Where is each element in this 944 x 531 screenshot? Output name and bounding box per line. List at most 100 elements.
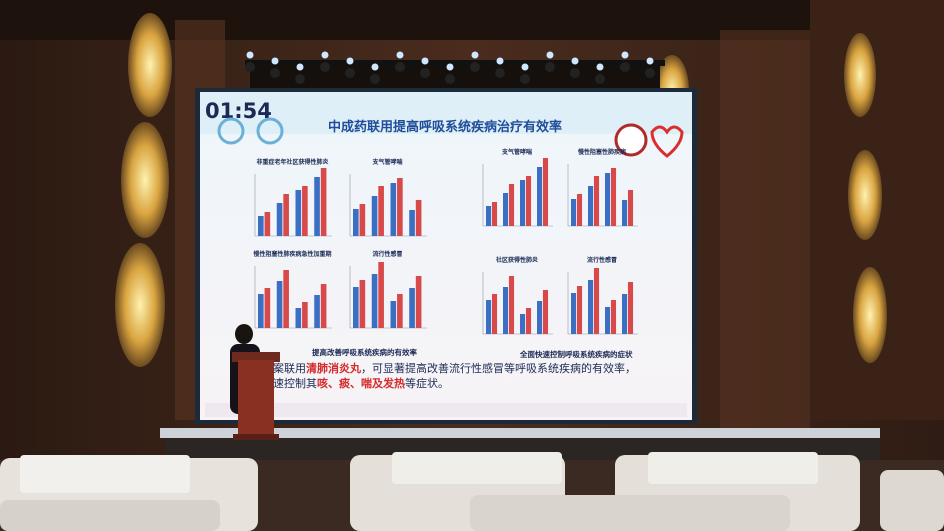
bar-shape xyxy=(610,168,617,226)
bar-shape xyxy=(390,183,397,236)
bar-shape xyxy=(503,193,509,226)
bar-shape xyxy=(627,282,634,334)
bar-shape xyxy=(371,196,378,236)
highlight: 清肺消炎丸 xyxy=(306,361,362,375)
bar-shape xyxy=(486,300,492,334)
chart-title: 慢性阻塞性肺疾病 xyxy=(578,148,626,156)
bar-shape xyxy=(508,276,515,334)
bar-shape xyxy=(353,287,359,328)
spotlight-body xyxy=(545,62,555,72)
bar-shape xyxy=(576,286,583,334)
spotlight-body xyxy=(245,62,255,72)
bar-shape xyxy=(503,287,509,334)
spotlight-body xyxy=(470,62,480,72)
bar-shape xyxy=(525,176,532,226)
text: 等症状。 xyxy=(405,376,449,390)
spotlight-body xyxy=(495,68,505,78)
spotlight xyxy=(571,57,579,65)
spotlight-body xyxy=(570,68,580,78)
bar-shape xyxy=(283,194,289,236)
spotlight xyxy=(271,57,279,65)
bar-shape xyxy=(593,268,600,334)
bar-shape xyxy=(605,173,611,226)
spotlight-body xyxy=(345,68,355,78)
bar-shape xyxy=(508,184,515,226)
bar-shape xyxy=(593,176,600,226)
bar-shape xyxy=(314,295,320,328)
spotlight xyxy=(521,63,529,71)
bar-shape xyxy=(409,210,415,236)
bar-shape xyxy=(520,180,526,226)
bar-shape xyxy=(491,202,498,226)
bar-shape xyxy=(622,294,628,334)
bar-shape xyxy=(537,301,543,334)
spotlight-body xyxy=(445,74,455,84)
spotlight xyxy=(596,63,604,71)
spotlight-body xyxy=(295,74,305,84)
chart-title: 社区获得性肺炎 xyxy=(495,256,538,264)
slide-title: 中成药联用提高呼吸系统疾病治疗有效率 xyxy=(328,119,562,135)
logo xyxy=(650,125,684,158)
bar-shape xyxy=(571,199,577,226)
text: 快速控制其 xyxy=(262,376,317,390)
spotlight-body xyxy=(370,74,380,84)
chart-title: 支气管哮喘 xyxy=(501,148,532,156)
chart-title: 非重症老年社区获得性肺炎 xyxy=(256,158,328,166)
bar-shape xyxy=(359,280,366,328)
bar-shape xyxy=(302,302,308,328)
bar-shape xyxy=(353,209,359,236)
bar-shape xyxy=(276,281,283,328)
spotlight xyxy=(471,51,479,59)
bar-shape xyxy=(258,216,264,236)
bar-shape xyxy=(320,168,327,236)
bar-shape xyxy=(525,308,532,334)
bar-shape xyxy=(588,280,594,334)
chart-title: 流行性感冒 xyxy=(372,250,402,258)
bar-shape xyxy=(542,290,549,334)
spotlight xyxy=(396,51,404,59)
bar-shape xyxy=(276,203,283,236)
logo xyxy=(614,123,648,157)
spotlight xyxy=(621,51,629,59)
bar-shape xyxy=(610,300,617,334)
chairs xyxy=(0,452,944,531)
bar-shape xyxy=(415,276,422,328)
body-text: 快速控制其咳、痰、喘及发热等症状。 xyxy=(262,376,449,390)
screen xyxy=(200,92,692,420)
bar-shape xyxy=(378,186,384,236)
bar-shape xyxy=(264,288,271,328)
bar-shape xyxy=(390,301,397,328)
icon xyxy=(217,117,245,145)
spotlight-body xyxy=(270,68,280,78)
footnote-band xyxy=(205,403,687,417)
panel-caption: 全面快速控制呼吸系统疾病的症状 xyxy=(519,349,633,359)
spotlight-body xyxy=(595,74,605,84)
bar-shape xyxy=(576,194,583,226)
bar-shape xyxy=(409,288,415,328)
spotlight xyxy=(421,57,429,65)
spotlight-body xyxy=(320,62,330,72)
text: ，可显著提高改善流行性感冒等呼吸系统疾病的有效率， xyxy=(361,361,636,375)
bar-shape xyxy=(520,314,526,334)
spotlight xyxy=(546,51,554,59)
bar-shape xyxy=(264,212,271,236)
bar-shape xyxy=(320,284,327,328)
bar-shape xyxy=(415,200,422,236)
bar-shape xyxy=(486,206,492,226)
body-text: 方案联用清肺消炎丸，可显著提高改善流行性感冒等呼吸系统疾病的有效率， xyxy=(262,361,636,375)
highlight: 咳、痰、喘及发热 xyxy=(317,376,405,390)
spotlight-body xyxy=(620,62,630,72)
spotlights xyxy=(245,51,655,84)
spotlight xyxy=(321,51,329,59)
bar-shape xyxy=(302,186,308,236)
bar-shape xyxy=(491,294,498,334)
spotlight-body xyxy=(395,62,405,72)
spotlight xyxy=(646,57,654,65)
spotlight-body xyxy=(520,74,530,84)
bar-shape xyxy=(371,274,378,328)
chart-title: 慢性阻塞性肺疾病急性加重期 xyxy=(253,250,331,258)
bar-shape xyxy=(295,308,302,328)
bar-shape xyxy=(622,200,628,226)
spotlight-body xyxy=(645,68,655,78)
